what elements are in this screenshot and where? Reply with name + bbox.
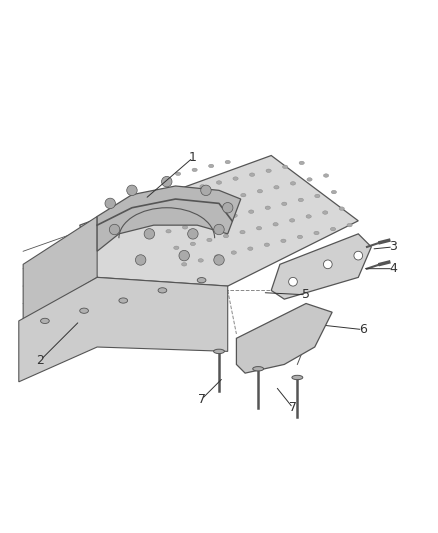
Ellipse shape <box>307 177 312 181</box>
Ellipse shape <box>183 225 187 229</box>
Ellipse shape <box>232 214 237 217</box>
Ellipse shape <box>176 172 181 175</box>
Text: 5: 5 <box>302 288 310 301</box>
Polygon shape <box>97 186 241 251</box>
Polygon shape <box>19 277 228 382</box>
Ellipse shape <box>158 288 167 293</box>
Ellipse shape <box>208 201 213 205</box>
Ellipse shape <box>281 239 286 243</box>
Circle shape <box>223 203 233 213</box>
Ellipse shape <box>233 177 238 180</box>
Ellipse shape <box>199 222 204 225</box>
Ellipse shape <box>41 318 49 324</box>
Ellipse shape <box>167 192 172 196</box>
Circle shape <box>201 185 211 196</box>
Ellipse shape <box>257 189 262 193</box>
Polygon shape <box>237 303 332 373</box>
Ellipse shape <box>273 223 278 226</box>
Ellipse shape <box>208 164 214 168</box>
Ellipse shape <box>223 235 229 238</box>
Ellipse shape <box>225 160 230 164</box>
Circle shape <box>162 176 172 187</box>
Ellipse shape <box>215 218 221 221</box>
Text: 2: 2 <box>37 353 45 367</box>
Ellipse shape <box>184 189 188 192</box>
Text: 4: 4 <box>389 262 397 275</box>
Ellipse shape <box>200 184 205 188</box>
Ellipse shape <box>182 263 187 266</box>
Ellipse shape <box>314 231 319 235</box>
Ellipse shape <box>231 251 237 254</box>
Ellipse shape <box>322 211 328 214</box>
Circle shape <box>354 251 363 260</box>
Circle shape <box>135 255 146 265</box>
Ellipse shape <box>298 198 304 201</box>
Circle shape <box>323 260 332 269</box>
Ellipse shape <box>166 230 171 233</box>
Ellipse shape <box>290 182 296 185</box>
Ellipse shape <box>216 181 222 184</box>
Ellipse shape <box>290 219 295 222</box>
Ellipse shape <box>266 169 271 173</box>
Ellipse shape <box>175 209 180 213</box>
Ellipse shape <box>283 165 288 168</box>
Text: 6: 6 <box>359 323 367 336</box>
Text: 1: 1 <box>189 151 197 164</box>
Ellipse shape <box>292 375 303 379</box>
Polygon shape <box>271 234 371 299</box>
Ellipse shape <box>306 215 311 218</box>
Ellipse shape <box>207 238 212 241</box>
Circle shape <box>105 198 116 208</box>
Ellipse shape <box>214 349 224 353</box>
Ellipse shape <box>256 227 261 230</box>
Ellipse shape <box>264 243 269 246</box>
Circle shape <box>214 224 224 235</box>
Ellipse shape <box>323 174 328 177</box>
Ellipse shape <box>315 194 320 198</box>
Ellipse shape <box>174 246 179 249</box>
Ellipse shape <box>240 230 245 234</box>
Ellipse shape <box>297 235 303 239</box>
Circle shape <box>214 255 224 265</box>
Circle shape <box>127 185 137 196</box>
Ellipse shape <box>119 298 127 303</box>
Ellipse shape <box>198 259 203 262</box>
Circle shape <box>289 277 297 286</box>
Ellipse shape <box>241 193 246 197</box>
Ellipse shape <box>215 255 220 258</box>
Ellipse shape <box>80 308 88 313</box>
Ellipse shape <box>197 278 206 283</box>
Polygon shape <box>23 216 97 321</box>
Text: 7: 7 <box>198 393 205 406</box>
Ellipse shape <box>330 228 336 231</box>
Circle shape <box>187 229 198 239</box>
Ellipse shape <box>282 202 287 206</box>
Polygon shape <box>80 156 358 286</box>
Circle shape <box>179 251 189 261</box>
Ellipse shape <box>299 161 304 165</box>
Text: 3: 3 <box>389 240 397 253</box>
Circle shape <box>144 229 155 239</box>
Ellipse shape <box>192 168 197 172</box>
Ellipse shape <box>250 173 254 176</box>
Ellipse shape <box>190 242 195 246</box>
Ellipse shape <box>274 185 279 189</box>
Ellipse shape <box>253 367 264 371</box>
Ellipse shape <box>331 190 336 194</box>
Ellipse shape <box>265 206 270 209</box>
Ellipse shape <box>339 207 344 211</box>
Text: 7: 7 <box>289 401 297 415</box>
Circle shape <box>110 224 120 235</box>
Ellipse shape <box>191 205 196 208</box>
Ellipse shape <box>224 197 230 201</box>
Ellipse shape <box>248 247 253 251</box>
Ellipse shape <box>347 223 352 227</box>
Ellipse shape <box>249 210 254 213</box>
